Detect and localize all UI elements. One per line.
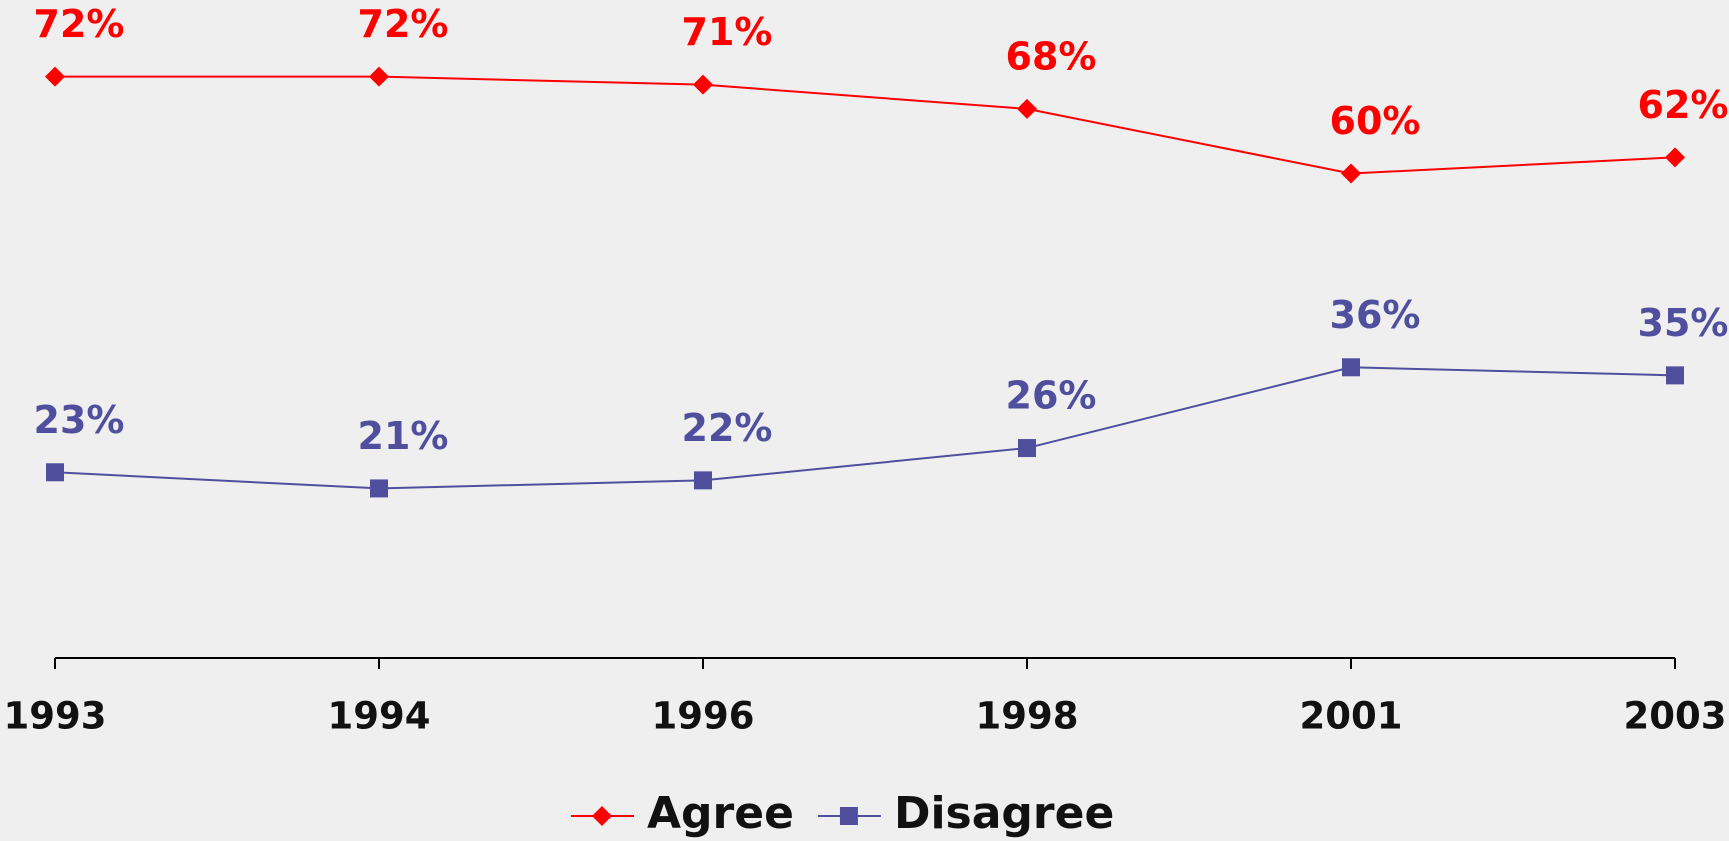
data-label: 36%	[1330, 293, 1421, 337]
marker	[1666, 366, 1684, 385]
marker	[45, 66, 65, 87]
data-label: 21%	[358, 414, 449, 458]
data-label: 26%	[1006, 374, 1097, 418]
marker	[1665, 147, 1685, 168]
data-label: 71%	[682, 10, 773, 54]
series-line	[55, 75, 1676, 175]
data-label: 62%	[1638, 83, 1729, 127]
marker	[1342, 358, 1360, 377]
legend-label: Agree	[647, 788, 794, 839]
marker	[370, 479, 388, 498]
x-tick-label: 1998	[976, 695, 1079, 738]
legend-label: Disagree	[894, 788, 1114, 839]
data-label: 68%	[1006, 34, 1097, 78]
data-label: 35%	[1638, 301, 1729, 345]
x-tick-label: 2003	[1624, 695, 1727, 738]
marker	[693, 74, 713, 95]
legend-marker	[592, 806, 612, 826]
data-label: 22%	[682, 406, 773, 450]
x-tick-label: 2001	[1300, 695, 1403, 738]
x-tick-label: 1994	[328, 695, 431, 738]
data-label: 23%	[34, 398, 125, 442]
x-tick-label: 1996	[652, 695, 755, 738]
data-label: 72%	[34, 2, 125, 46]
marker	[694, 471, 712, 490]
data-label: 72%	[358, 2, 449, 46]
marker	[369, 66, 389, 87]
x-tick-label: 1993	[4, 695, 107, 738]
marker	[1018, 439, 1036, 458]
series-line	[54, 366, 1676, 490]
marker	[1017, 98, 1037, 119]
marker	[1341, 163, 1361, 184]
marker	[46, 463, 64, 482]
data-label: 60%	[1330, 99, 1421, 143]
legend-marker	[839, 807, 858, 825]
